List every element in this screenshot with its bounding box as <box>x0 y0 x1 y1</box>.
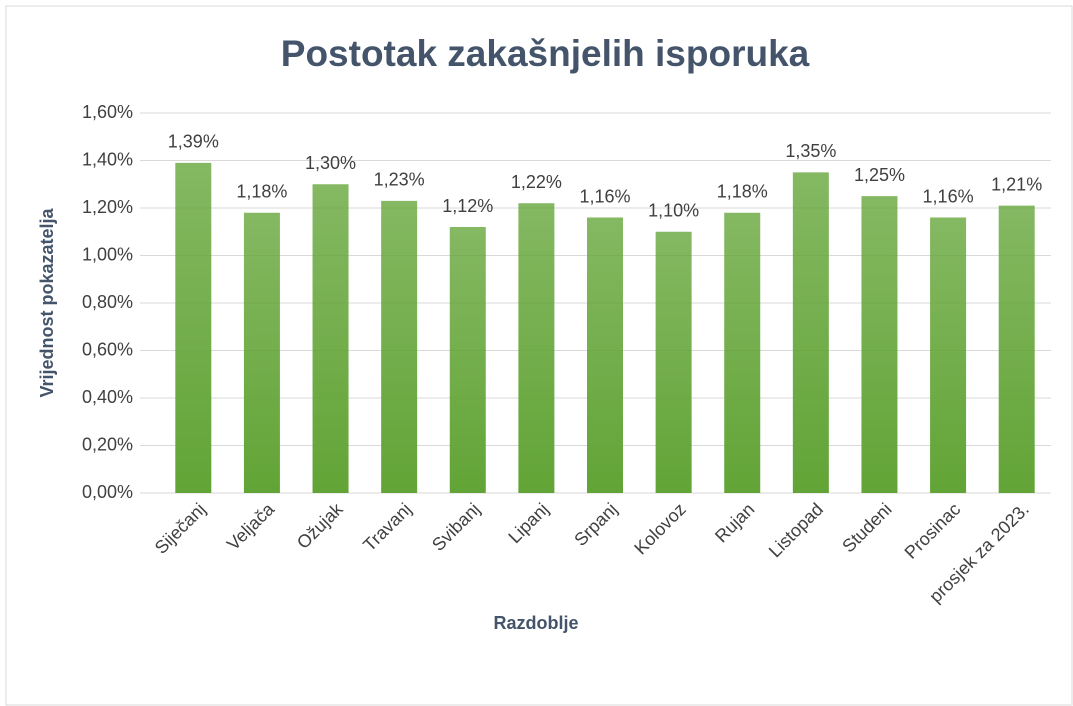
bar <box>312 184 349 493</box>
bar <box>449 227 486 493</box>
chart-title: Postotak zakašnjelih isporuka <box>281 33 810 74</box>
bar <box>930 217 967 493</box>
value-label: 1,18% <box>236 182 287 202</box>
value-label: 1,10% <box>648 201 699 221</box>
y-tick-label: 0,80% <box>82 292 133 312</box>
bar <box>998 205 1035 493</box>
y-tick-label: 0,20% <box>82 434 133 454</box>
value-label: 1,16% <box>923 186 974 206</box>
bar <box>792 172 829 493</box>
value-label: 1,23% <box>374 170 425 190</box>
y-tick-label: 1,20% <box>82 197 133 217</box>
bar <box>861 196 898 493</box>
value-label: 1,25% <box>854 165 905 185</box>
value-label: 1,18% <box>717 182 768 202</box>
y-tick-label: 1,00% <box>82 244 133 264</box>
bar <box>518 203 555 493</box>
bar <box>587 217 623 493</box>
y-tick-label: 1,60% <box>82 102 133 122</box>
y-tick-label: 0,40% <box>82 387 133 407</box>
bar <box>381 200 418 493</box>
bar <box>724 212 761 493</box>
bar <box>655 231 692 493</box>
y-tick-label: 0,60% <box>82 339 133 359</box>
value-label: 1,12% <box>442 196 493 216</box>
bar <box>175 162 212 493</box>
bar <box>243 212 280 493</box>
y-tick-label: 0,00% <box>82 482 133 502</box>
value-label: 1,39% <box>168 132 219 152</box>
value-label: 1,35% <box>785 141 836 161</box>
value-label: 1,21% <box>991 174 1042 194</box>
y-axis-label: Vrijednost pokazatelja <box>37 207 57 397</box>
x-axis-label: Razdoblje <box>493 613 578 633</box>
value-label: 1,22% <box>511 172 562 192</box>
y-tick-label: 1,40% <box>82 149 133 169</box>
value-label: 1,16% <box>579 186 630 206</box>
value-label: 1,30% <box>305 153 356 173</box>
